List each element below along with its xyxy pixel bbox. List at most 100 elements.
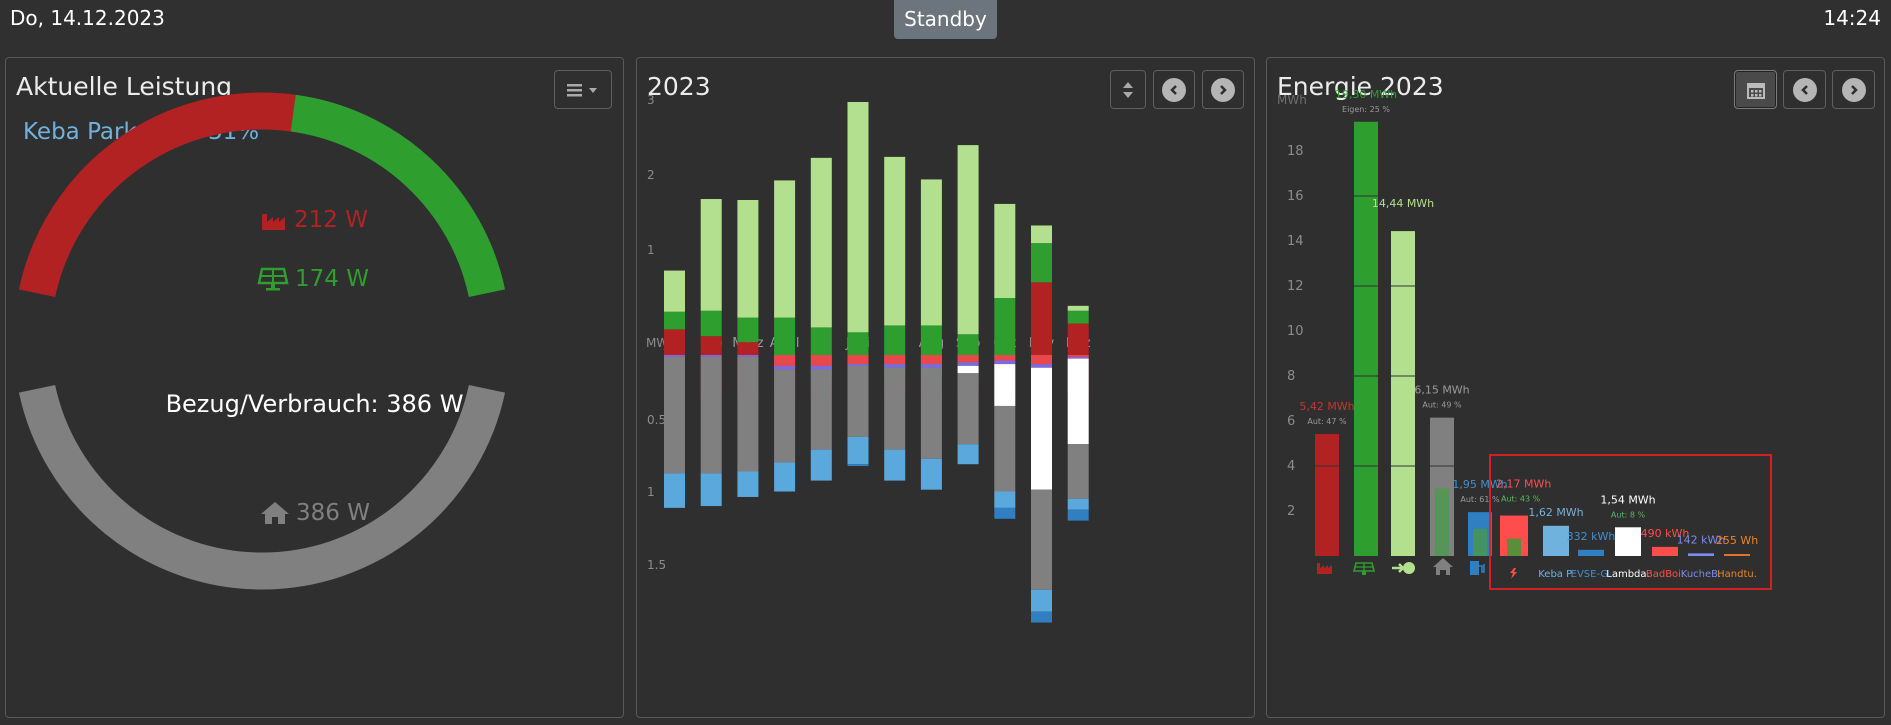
- energy-bar-einspeisung: [1391, 231, 1415, 556]
- detail-bar: [1724, 554, 1750, 556]
- prev-year-button[interactable]: [1153, 70, 1195, 109]
- bar-segment-haus: [884, 367, 906, 450]
- bar-segment-einspeisung: [664, 270, 685, 312]
- chevron-right-icon: [1841, 77, 1866, 102]
- detail-highlight-frame: [1489, 454, 1772, 590]
- bar-segment-kueche: [957, 362, 979, 366]
- bar-segment-evse: [847, 464, 869, 467]
- detail-value-label: 255 Wh: [1716, 534, 1758, 547]
- chevron-right-icon: [1211, 77, 1235, 102]
- bar-segment-kueche: [774, 365, 796, 370]
- y-tick-lower: 1.5: [647, 558, 666, 572]
- detail-x-label: BadBoi.: [1646, 569, 1684, 580]
- bar-segment-lambda: [1067, 358, 1089, 445]
- detail-value-label: 332 kWh: [1567, 530, 1616, 543]
- bar-segment-kueche: [1067, 356, 1089, 359]
- prev-period-button[interactable]: [1783, 70, 1826, 109]
- bar-segment-haus: [847, 365, 869, 437]
- pv-power: 174 W: [257, 266, 369, 292]
- bar-segment-kueche: [847, 364, 869, 366]
- factory-icon: [1317, 563, 1332, 574]
- detail-x-label: Keba P.: [1538, 569, 1574, 580]
- energy-bar-pv: [1354, 121, 1378, 556]
- y-tick: 6: [1287, 414, 1295, 429]
- detail-value-label: 2,17 MWh: [1496, 478, 1551, 491]
- energy-bar-autarky: [1473, 529, 1487, 556]
- panel-energie-2023: Energie 2023 MWh 2 4 6 8 10 12 14 16 18 5,42 MWh Au…: [1266, 57, 1885, 718]
- y-tick: 18: [1287, 144, 1304, 159]
- next-period-button[interactable]: [1832, 70, 1875, 109]
- bar-segment-kueche: [994, 360, 1016, 365]
- bar-segment-haus: [664, 356, 685, 474]
- bar-segment-haus: [994, 405, 1016, 492]
- bar-segment-keba: [847, 436, 869, 465]
- charging-station-icon: [1470, 561, 1485, 575]
- bar-segment-lambda: [957, 365, 979, 374]
- bar-segment-haus: [737, 356, 759, 472]
- bar-segment-keba: [774, 462, 796, 492]
- detail-value-label: 142 kWh: [1677, 533, 1726, 546]
- bar-segment-kueche: [737, 355, 759, 357]
- detail-value-label: 490 kWh: [1641, 527, 1690, 540]
- chevron-left-icon: [1162, 77, 1186, 102]
- energy-value-label: 14,44 MWh: [1372, 197, 1434, 210]
- y-axis-label: MWh: [1277, 93, 1307, 107]
- sort-button[interactable]: [1110, 70, 1146, 109]
- bar-segment-kueche: [664, 355, 685, 357]
- detail-bar: [1652, 546, 1678, 556]
- pv-power-value: 174 W: [295, 266, 369, 292]
- energy-value-label: 1,95 MWh: [1452, 478, 1507, 491]
- energy-sub-label: Aut: 61 %: [1460, 495, 1500, 504]
- bar-segment-kueche: [884, 364, 906, 368]
- sort-icon: [1123, 81, 1133, 98]
- calendar-button[interactable]: [1734, 70, 1777, 109]
- y-tick: 2: [1287, 504, 1295, 519]
- bar-segment-pv-eigen: [737, 317, 759, 343]
- bar-segment-evse: [1067, 509, 1089, 521]
- y-tick: 8: [1287, 369, 1295, 384]
- energy-bar-netzbezug: [1315, 434, 1339, 556]
- caret-down-icon: [589, 87, 597, 93]
- y-tick-upper: 1: [647, 243, 655, 257]
- charger-body: [1470, 561, 1479, 575]
- monthly-chart: 3210.511.5MWhJanFebMärzAprilMaiJuniJuliA…: [646, 93, 1091, 623]
- bar-segment-pv-eigen: [664, 311, 685, 330]
- bar-segment-keba: [884, 449, 906, 481]
- calendar-icon: [1746, 82, 1765, 99]
- bar-segment-kueche: [1031, 364, 1052, 368]
- detail-bar: [1578, 549, 1604, 556]
- bar-segment-lambda: [994, 364, 1016, 406]
- energy-sub-label: Aut: 49 %: [1422, 401, 1462, 410]
- bar-segment-haus: [920, 367, 942, 459]
- bar-segment-einspeisung: [957, 145, 979, 335]
- bar-segment-badboiler: [847, 355, 869, 365]
- plug-icon: [1510, 568, 1517, 579]
- standby-button[interactable]: Standby: [894, 0, 997, 39]
- solar-panel-icon: [257, 267, 289, 291]
- panel-aktuelle-leistung: Aktuelle Leistung Keba Parkplatz: 31% 21…: [5, 57, 624, 718]
- detail-bar: [1615, 527, 1641, 556]
- y-tick: 12: [1287, 279, 1304, 294]
- bar-segment-evse: [994, 507, 1016, 519]
- y-tick-upper: 2: [647, 168, 655, 182]
- next-year-button[interactable]: [1202, 70, 1244, 109]
- y-tick: 10: [1287, 324, 1304, 339]
- bar-segment-einspeisung: [700, 199, 722, 311]
- panel-title: 2023: [647, 72, 711, 101]
- bar-segment-pv-eigen: [700, 310, 722, 337]
- bar-segment-badboiler: [1067, 355, 1089, 357]
- clock-display: 14:24: [1823, 6, 1881, 30]
- bar-segment-keba: [810, 449, 832, 481]
- solar-panel-stand: [1362, 571, 1366, 575]
- menu-dropdown-button[interactable]: [554, 70, 612, 109]
- bar-segment-pv-eigen: [1031, 243, 1052, 283]
- bar-segment-haus: [810, 369, 832, 450]
- energy-value-label: 5,42 MWh: [1299, 400, 1354, 413]
- bar-segment-einspeisung: [920, 179, 942, 326]
- energy-sub-label: Aut: 47 %: [1307, 417, 1347, 426]
- bar-segment-haus: [700, 356, 722, 474]
- bar-segment-einspeisung: [737, 200, 759, 318]
- charger-cable: [1479, 564, 1485, 573]
- bar-segment-haus: [774, 369, 796, 463]
- detail-bar: [1543, 525, 1569, 556]
